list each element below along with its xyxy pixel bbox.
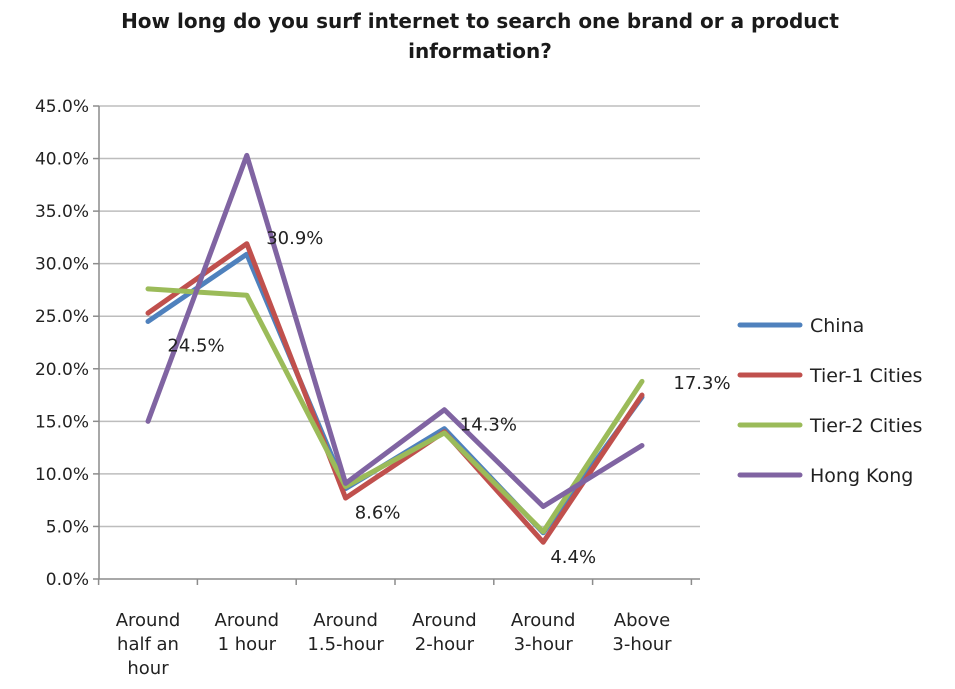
data-label: 14.3% [460, 415, 517, 436]
y-tick-label: 20.0% [35, 360, 89, 380]
legend-label-tier-1-cities: Tier-1 Cities [809, 365, 922, 387]
y-tick-label: 15.0% [35, 412, 89, 432]
series-line-tier-2-cities [145, 286, 645, 535]
y-tick-label: 0.0% [46, 570, 89, 590]
legend: China Tier-1 Cities Tier-2 Cities Hong Kong [737, 315, 922, 487]
x-category-label: Around 3-hour [511, 610, 576, 655]
y-tick-label: 35.0% [35, 202, 89, 222]
x-category-label: Around half an hour [116, 610, 181, 679]
legend-label-china: China [810, 315, 864, 337]
x-category-label: Around 1.5-hour [307, 610, 384, 655]
legend-label-hong-kong: Hong Kong [810, 465, 913, 487]
y-tick-label: 10.0% [35, 465, 89, 485]
data-labels: 24.5% 30.9% 8.6% 14.3% 4.4% 17.3% [167, 228, 730, 568]
chart-title: How long do you surf internet to search … [121, 9, 839, 63]
data-label: 30.9% [266, 228, 323, 249]
data-label: 8.6% [355, 503, 401, 524]
legend-label-tier-2-cities: Tier-2 Cities [809, 415, 922, 437]
series-lines [145, 152, 645, 545]
y-tick-label: 40.0% [35, 150, 89, 170]
y-tick-label: 30.0% [35, 255, 89, 275]
x-category-label: Around 1 hour [215, 610, 280, 655]
data-label: 17.3% [673, 373, 730, 394]
gridlines [99, 105, 700, 528]
data-label: 4.4% [550, 547, 596, 568]
y-tick-label: 25.0% [35, 307, 89, 327]
x-category-label: Above 3-hour [612, 610, 672, 655]
axes: 0.0% 5.0% 10.0% 15.0% 20.0% 25.0% 30.0% 35.0% 40… [35, 97, 700, 679]
data-label: 24.5% [167, 335, 224, 356]
x-category-label: Around 2-hour [412, 610, 477, 655]
series-line-tier-1-cities [145, 241, 645, 545]
y-tick-label: 5.0% [46, 517, 89, 537]
y-tick-label: 45.0% [35, 97, 89, 117]
series-line-hong-kong [145, 152, 645, 509]
